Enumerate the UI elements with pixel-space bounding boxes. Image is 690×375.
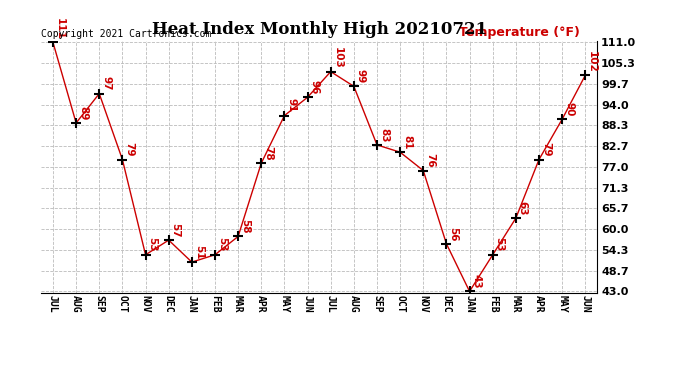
Text: 63: 63 [518, 201, 528, 215]
Text: 79: 79 [124, 142, 135, 157]
Text: 51: 51 [194, 245, 204, 260]
Text: 91: 91 [286, 99, 296, 113]
Text: 96: 96 [310, 80, 319, 94]
Text: Copyright 2021 Cartronics.com: Copyright 2021 Cartronics.com [41, 29, 212, 39]
Text: 79: 79 [541, 142, 551, 157]
Text: 111: 111 [55, 18, 65, 40]
Title: Heat Index Monthly High 20210721: Heat Index Monthly High 20210721 [152, 21, 486, 38]
Text: 53: 53 [148, 237, 157, 252]
Text: 56: 56 [448, 226, 458, 241]
Text: 103: 103 [333, 47, 343, 69]
Text: 90: 90 [564, 102, 574, 117]
Text: 58: 58 [240, 219, 250, 234]
Text: 97: 97 [101, 76, 111, 91]
Text: 53: 53 [495, 237, 504, 252]
Text: 76: 76 [425, 153, 435, 168]
Text: 43: 43 [471, 274, 482, 289]
Text: 81: 81 [402, 135, 412, 150]
Text: 78: 78 [263, 146, 273, 160]
Text: 99: 99 [356, 69, 366, 84]
Text: 57: 57 [170, 223, 181, 237]
Text: 89: 89 [78, 106, 88, 120]
Text: 83: 83 [379, 128, 389, 142]
Text: 102: 102 [587, 51, 598, 72]
Text: Temperature (°F): Temperature (°F) [460, 26, 580, 39]
Text: 53: 53 [217, 237, 227, 252]
